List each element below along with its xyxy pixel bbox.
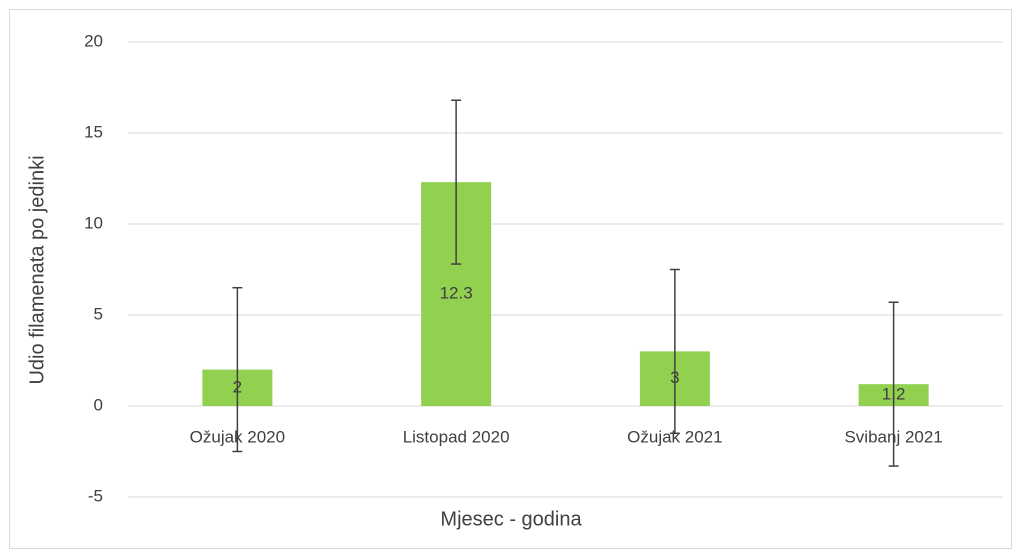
y-tick-label: 15 — [84, 122, 103, 141]
data-label: 12.3 — [440, 284, 473, 303]
x-tick-label: Svibanj 2021 — [844, 427, 942, 446]
y-tick-label: 0 — [94, 395, 103, 414]
x-tick-label: Ožujak 2020 — [190, 427, 285, 446]
chart-frame — [9, 9, 1012, 549]
x-axis-title: Mjesec - godina — [440, 508, 582, 530]
y-tick-label: 20 — [84, 31, 103, 50]
y-tick-label: -5 — [88, 486, 103, 505]
x-tick-label: Listopad 2020 — [403, 427, 510, 446]
y-tick-label: 5 — [94, 304, 103, 323]
y-tick-label: 10 — [84, 213, 103, 232]
x-tick-label: Ožujak 2021 — [627, 427, 722, 446]
y-axis-title: Udio filamenata po jedinki — [26, 155, 48, 384]
